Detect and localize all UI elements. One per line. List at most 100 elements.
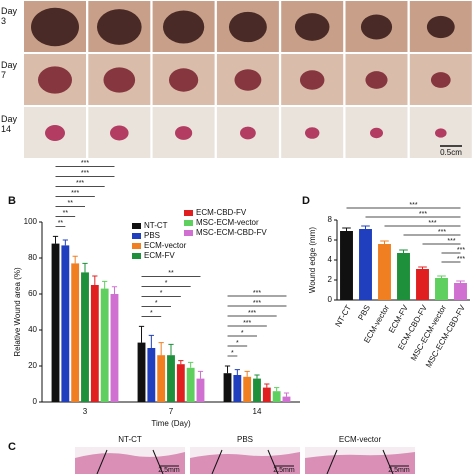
significance-label: *** bbox=[248, 310, 256, 317]
bar bbox=[359, 229, 372, 300]
bar bbox=[454, 283, 467, 300]
bar bbox=[282, 396, 291, 402]
x-tick-label: 14 bbox=[253, 407, 262, 416]
legend-swatch bbox=[132, 233, 141, 239]
significance-label: ** bbox=[168, 270, 174, 277]
wound bbox=[110, 125, 129, 141]
error-bar bbox=[197, 370, 204, 379]
error-bar bbox=[234, 369, 240, 375]
row-label: Day 3 bbox=[1, 6, 18, 26]
wound-edge bbox=[211, 449, 223, 474]
error-bar bbox=[264, 383, 270, 388]
legend-label: ECM-vector bbox=[144, 241, 187, 250]
histology-title: PBS bbox=[237, 435, 253, 444]
bar bbox=[435, 278, 448, 300]
bar bbox=[157, 355, 166, 402]
y-axis-label: Wound edge (mm) bbox=[308, 227, 317, 293]
error-bar bbox=[188, 361, 194, 368]
panel-label: D bbox=[302, 195, 310, 207]
legend-label: PBS bbox=[144, 231, 160, 240]
legend-swatch bbox=[132, 243, 141, 249]
error-bar bbox=[92, 275, 98, 285]
significance-label: * bbox=[150, 310, 153, 317]
tissue bbox=[305, 452, 415, 474]
significance-label: ** bbox=[63, 210, 69, 217]
bar bbox=[186, 367, 195, 402]
y-tick-label: 4 bbox=[328, 255, 333, 264]
significance-label: *** bbox=[438, 229, 446, 236]
scale-label: 2.5mm bbox=[158, 467, 180, 474]
wound bbox=[45, 125, 65, 141]
bar bbox=[147, 348, 156, 402]
significance-label: * bbox=[231, 350, 234, 357]
error-bar bbox=[283, 392, 290, 397]
error-bar bbox=[158, 342, 164, 356]
significance-label: *** bbox=[447, 238, 455, 245]
error-bar bbox=[138, 325, 145, 343]
y-tick-label: 60 bbox=[28, 289, 37, 298]
wound-edge bbox=[267, 449, 279, 474]
error-bar bbox=[399, 249, 408, 253]
significance-label: * bbox=[241, 330, 244, 337]
error-bar bbox=[274, 387, 280, 392]
wound bbox=[365, 71, 388, 89]
significance-label: * bbox=[165, 280, 168, 287]
legend-label: ECM-FV bbox=[144, 251, 175, 260]
row-label: Day 7 bbox=[1, 60, 18, 80]
bar bbox=[397, 253, 410, 300]
x-tick-label: 7 bbox=[169, 407, 174, 416]
x-tick-label: 3 bbox=[83, 407, 88, 416]
error-bar bbox=[72, 255, 78, 264]
significance-label: *** bbox=[243, 320, 251, 327]
y-tick-label: 20 bbox=[28, 361, 37, 370]
significance-label: *** bbox=[71, 190, 79, 197]
histology-title: ECM-vector bbox=[339, 435, 382, 444]
significance-label: *** bbox=[457, 247, 465, 254]
significance-label: ** bbox=[68, 200, 74, 207]
error-bar bbox=[342, 227, 351, 231]
bar bbox=[196, 378, 205, 402]
bar bbox=[167, 355, 175, 402]
error-bar bbox=[456, 280, 465, 283]
y-tick-label: 8 bbox=[328, 215, 333, 224]
tissue bbox=[190, 452, 300, 474]
bar bbox=[223, 373, 232, 402]
error-bar bbox=[224, 365, 231, 374]
bar bbox=[100, 288, 109, 402]
bar bbox=[176, 364, 185, 402]
wound bbox=[175, 126, 193, 140]
histology-title: NT-CT bbox=[118, 435, 142, 444]
y-tick-label: 2 bbox=[328, 275, 333, 284]
error-bar bbox=[82, 262, 88, 273]
y-tick-label: 0 bbox=[33, 397, 38, 406]
bar bbox=[90, 285, 99, 402]
significance-label: *** bbox=[409, 202, 417, 209]
wound bbox=[360, 14, 393, 40]
wound bbox=[299, 70, 325, 90]
wound bbox=[103, 67, 136, 93]
legend-label: ECM-CBD-FV bbox=[196, 208, 247, 217]
scale-label: 2.5mm bbox=[388, 467, 410, 474]
error-bar bbox=[62, 239, 68, 246]
error-bar bbox=[178, 360, 184, 365]
tissue bbox=[75, 452, 185, 474]
x-axis-label: Time (Day) bbox=[151, 419, 191, 428]
wound bbox=[294, 13, 330, 41]
error-bar bbox=[148, 334, 154, 348]
wound bbox=[96, 9, 142, 45]
significance-label: *** bbox=[253, 290, 261, 297]
significance-label: *** bbox=[81, 160, 89, 167]
significance-label: *** bbox=[253, 300, 261, 307]
bar bbox=[51, 243, 60, 402]
y-axis-label: Relative Wound area (%) bbox=[13, 267, 22, 357]
error-bar bbox=[254, 374, 260, 379]
legend-swatch bbox=[132, 223, 141, 229]
legend-swatch bbox=[184, 220, 193, 226]
error-bar bbox=[244, 370, 250, 377]
legend-label: MSC-ECM-CBD-FV bbox=[196, 228, 267, 237]
significance-label: *** bbox=[428, 220, 436, 227]
wound bbox=[38, 66, 72, 94]
significance-label: * bbox=[236, 340, 239, 347]
significance-label: *** bbox=[419, 211, 427, 218]
